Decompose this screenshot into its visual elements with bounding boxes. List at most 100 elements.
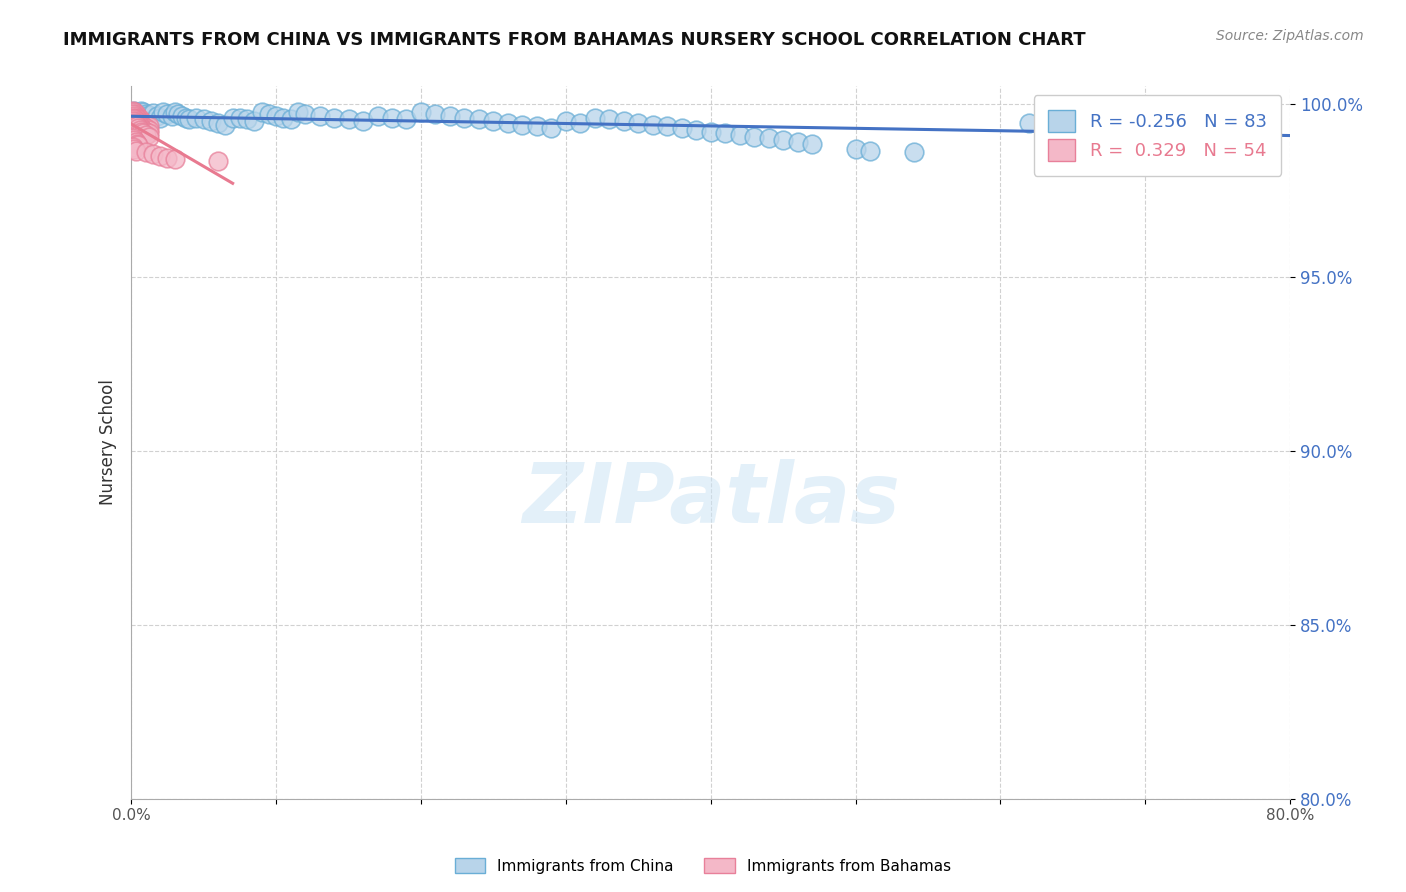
Point [273, 111, 295, 125]
Point [641, 118, 664, 132]
Point [142, 147, 165, 161]
Point [613, 114, 636, 128]
Point [128, 111, 150, 125]
Point [179, 112, 201, 127]
Point [1250, 114, 1272, 128]
Point [135, 107, 157, 121]
Point [468, 112, 491, 127]
Point [758, 131, 780, 145]
Point [149, 111, 172, 125]
Point [496, 116, 519, 130]
Point [367, 109, 389, 123]
Point [121, 114, 143, 128]
Point [135, 145, 157, 160]
Point [200, 114, 222, 128]
Point [207, 154, 229, 169]
Point [122, 142, 145, 156]
Point [128, 114, 150, 128]
Point [149, 149, 172, 163]
Point [125, 112, 148, 127]
Point [1135, 109, 1157, 123]
Point [845, 142, 868, 156]
Point [264, 109, 287, 123]
Point [337, 112, 360, 127]
Point [128, 121, 150, 136]
Point [250, 105, 273, 120]
Point [598, 112, 620, 127]
Point [859, 144, 882, 158]
Point [186, 111, 208, 125]
Point [323, 111, 346, 125]
Point [236, 112, 259, 127]
Point [135, 118, 157, 132]
Point [352, 114, 374, 128]
Point [135, 124, 157, 138]
Point [131, 124, 153, 138]
Point [526, 120, 548, 134]
Point [124, 114, 146, 128]
Point [131, 120, 153, 134]
Point [280, 112, 302, 127]
Point [1206, 111, 1229, 125]
Point [129, 116, 152, 130]
Point [685, 123, 707, 137]
Point [124, 116, 146, 130]
Point [125, 116, 148, 130]
Point [214, 118, 236, 132]
Point [221, 111, 243, 125]
Point [170, 109, 193, 123]
Point [129, 123, 152, 137]
Point [122, 116, 145, 130]
Point [138, 126, 160, 140]
Point [166, 107, 188, 121]
Point [132, 126, 155, 140]
Point [121, 111, 143, 125]
Point [381, 111, 404, 125]
Point [728, 128, 751, 142]
Point [125, 120, 148, 134]
Point [156, 151, 179, 165]
Point [207, 116, 229, 130]
Point [121, 103, 143, 118]
Point [132, 120, 155, 134]
Point [1018, 116, 1040, 130]
Point [142, 106, 165, 120]
Point [160, 109, 183, 123]
Point [439, 109, 461, 123]
Point [308, 109, 330, 123]
Point [176, 111, 198, 125]
Point [125, 109, 148, 123]
Point [122, 103, 145, 118]
Point [425, 107, 447, 121]
Point [125, 136, 148, 151]
Point [395, 112, 418, 127]
Point [132, 116, 155, 130]
Point [132, 105, 155, 120]
Point [131, 118, 153, 132]
Text: ZIPatlas: ZIPatlas [522, 459, 900, 540]
Point [122, 133, 145, 147]
Point [627, 116, 650, 130]
Point [122, 105, 145, 120]
Point [124, 107, 146, 121]
Point [671, 121, 693, 136]
Point [163, 105, 186, 120]
Text: IMMIGRANTS FROM CHINA VS IMMIGRANTS FROM BAHAMAS NURSERY SCHOOL CORRELATION CHAR: IMMIGRANTS FROM CHINA VS IMMIGRANTS FROM… [63, 31, 1085, 49]
Point [540, 121, 562, 136]
Point [294, 107, 316, 121]
Point [124, 144, 146, 158]
Point [772, 133, 794, 147]
Point [138, 123, 160, 137]
Point [1220, 112, 1243, 127]
Point [801, 136, 824, 151]
Point [128, 118, 150, 132]
Legend: Immigrants from China, Immigrants from Bahamas: Immigrants from China, Immigrants from B… [449, 852, 957, 880]
Point [193, 112, 215, 127]
Point [138, 120, 160, 134]
Point [554, 114, 576, 128]
Point [124, 111, 146, 125]
Point [128, 118, 150, 132]
Point [124, 105, 146, 120]
Point [152, 105, 174, 120]
Text: Source: ZipAtlas.com: Source: ZipAtlas.com [1216, 29, 1364, 43]
